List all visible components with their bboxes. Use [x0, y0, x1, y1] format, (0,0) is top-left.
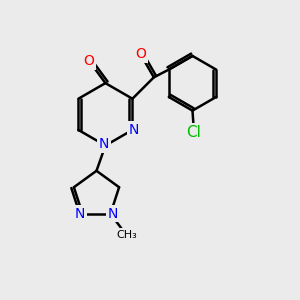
Text: N: N [129, 123, 139, 137]
Text: O: O [84, 54, 94, 68]
Text: Cl: Cl [187, 124, 201, 140]
Text: CH₃: CH₃ [116, 230, 137, 240]
Text: O: O [135, 47, 146, 61]
Text: N: N [108, 207, 118, 221]
Text: N: N [75, 207, 85, 221]
Text: N: N [99, 137, 109, 151]
